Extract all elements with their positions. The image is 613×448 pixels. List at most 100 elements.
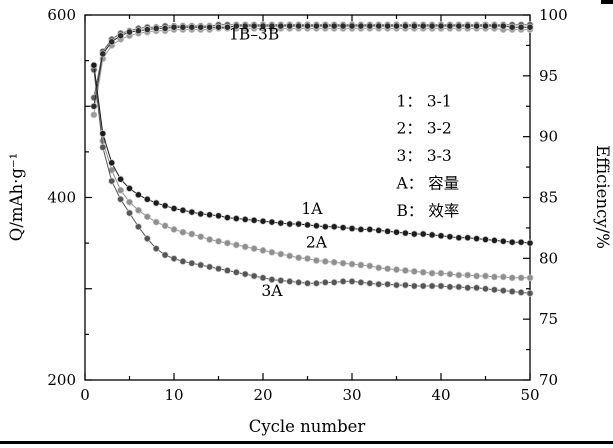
data-point <box>384 265 392 273</box>
data-point <box>490 286 498 294</box>
data-point <box>197 233 205 241</box>
data-point <box>268 276 276 284</box>
data-point <box>250 245 258 253</box>
data-point <box>268 218 276 226</box>
data-point <box>446 233 454 241</box>
data-point <box>437 22 445 30</box>
data-point <box>393 266 400 274</box>
data-point <box>286 220 294 228</box>
data-point <box>250 22 258 30</box>
data-point <box>286 277 294 285</box>
data-point <box>223 214 231 222</box>
data-point <box>161 222 169 230</box>
data-point <box>304 255 311 263</box>
data-point <box>152 245 160 253</box>
data-point <box>99 143 107 151</box>
data-point <box>259 246 267 254</box>
data-point <box>232 268 240 276</box>
annotation-3A: 3A <box>261 282 283 300</box>
data-point <box>455 271 463 279</box>
plot-layer: 0 10 20 30 40 50 200 400 600 70 75 80 85 90 95 100 1B–3B… <box>47 6 567 404</box>
data-point <box>268 248 276 256</box>
data-point <box>473 22 481 30</box>
data-point <box>161 24 169 32</box>
data-point <box>517 288 525 296</box>
data-point <box>268 22 276 30</box>
data-point <box>152 24 160 32</box>
legend-line: B： 效率 <box>397 202 460 220</box>
data-point <box>304 22 311 30</box>
plot-frame <box>84 14 531 381</box>
data-point <box>348 260 356 268</box>
data-point <box>348 277 356 285</box>
data-point <box>232 22 240 30</box>
data-point <box>108 38 116 46</box>
data-point <box>277 22 285 30</box>
data-point <box>117 186 125 194</box>
data-point <box>437 282 445 290</box>
data-point <box>508 238 516 246</box>
data-point <box>152 199 160 207</box>
data-point <box>90 61 98 69</box>
data-point <box>499 22 507 30</box>
data-point <box>482 236 489 243</box>
data-point <box>446 270 454 278</box>
data-point <box>384 227 392 235</box>
x-tick-label: 10 <box>164 386 183 404</box>
data-point <box>321 278 329 286</box>
data-point <box>526 289 534 297</box>
series-1A <box>90 61 534 247</box>
data-point <box>117 32 125 40</box>
data-point <box>499 287 507 295</box>
legend: 1： 3-1 2： 3-2 3： 3-3 A： 容量 B： 效率 <box>396 92 460 220</box>
data-point <box>188 23 196 31</box>
data-point <box>366 262 374 270</box>
data-point <box>277 250 285 258</box>
data-point <box>375 226 383 234</box>
data-point <box>428 269 436 277</box>
data-point <box>206 23 214 31</box>
x-tick-label: 0 <box>80 386 90 404</box>
data-point <box>473 284 481 292</box>
data-point <box>170 225 178 233</box>
data-point <box>259 274 267 282</box>
data-point <box>401 229 409 237</box>
data-point <box>277 277 285 284</box>
data-point <box>188 208 196 216</box>
y-left-axis-title: Q/mAh·g⁻¹ <box>7 153 26 241</box>
data-point <box>526 274 534 282</box>
data-point <box>419 268 427 276</box>
y-right-tick-label: 75 <box>539 310 558 328</box>
data-point <box>517 238 525 246</box>
data-point <box>134 223 142 231</box>
data-point <box>419 282 427 290</box>
data-point <box>499 237 507 245</box>
data-point <box>134 27 142 35</box>
data-point <box>170 23 178 31</box>
data-point <box>143 26 151 34</box>
data-point <box>446 283 454 291</box>
data-point <box>232 215 240 222</box>
data-point <box>410 22 418 30</box>
data-point <box>410 282 418 290</box>
data-point <box>197 210 205 218</box>
data-point <box>517 274 525 282</box>
data-point <box>393 22 400 30</box>
data-point <box>215 23 222 31</box>
data-point <box>375 264 383 272</box>
data-point <box>508 274 516 282</box>
data-point <box>499 273 507 281</box>
data-point <box>428 231 436 239</box>
data-point <box>170 205 178 212</box>
y-left-tick-label: 600 <box>47 6 76 24</box>
y-right-tick-label: 95 <box>539 67 558 85</box>
data-point <box>197 261 205 269</box>
data-point <box>99 50 107 58</box>
data-point <box>508 288 516 295</box>
data-point <box>215 237 222 245</box>
data-point <box>419 22 427 30</box>
data-point <box>126 198 133 206</box>
legend-line: 2： 3-2 <box>397 120 452 138</box>
x-tick-label: 50 <box>520 386 539 404</box>
